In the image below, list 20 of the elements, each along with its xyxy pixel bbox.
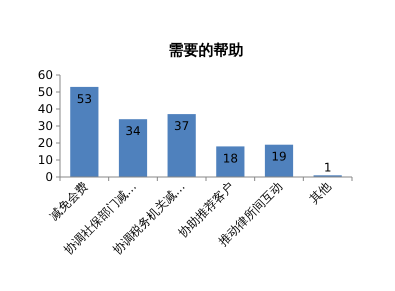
bar <box>70 86 98 177</box>
bar <box>216 146 244 177</box>
bar <box>264 144 294 177</box>
data-label: 1 <box>324 160 332 174</box>
y-tick-label: 10 <box>38 153 53 167</box>
data-label: 53 <box>76 92 92 106</box>
data-label: 18 <box>222 151 238 166</box>
y-tick-label: 40 <box>38 102 53 116</box>
bar <box>168 114 196 177</box>
y-tick-label: 50 <box>38 85 53 99</box>
y-tick-label: 20 <box>38 136 53 150</box>
y-tick-label: 60 <box>38 68 53 82</box>
data-label: 37 <box>174 119 190 134</box>
y-tick-label: 30 <box>38 119 53 133</box>
bar <box>118 119 148 177</box>
data-label: 19 <box>271 150 287 164</box>
data-label: 34 <box>125 124 141 138</box>
y-tick-label: 0 <box>45 170 53 184</box>
chart-title: 需要的帮助 <box>168 41 244 59</box>
x-tick-label: 其他 <box>306 179 334 206</box>
